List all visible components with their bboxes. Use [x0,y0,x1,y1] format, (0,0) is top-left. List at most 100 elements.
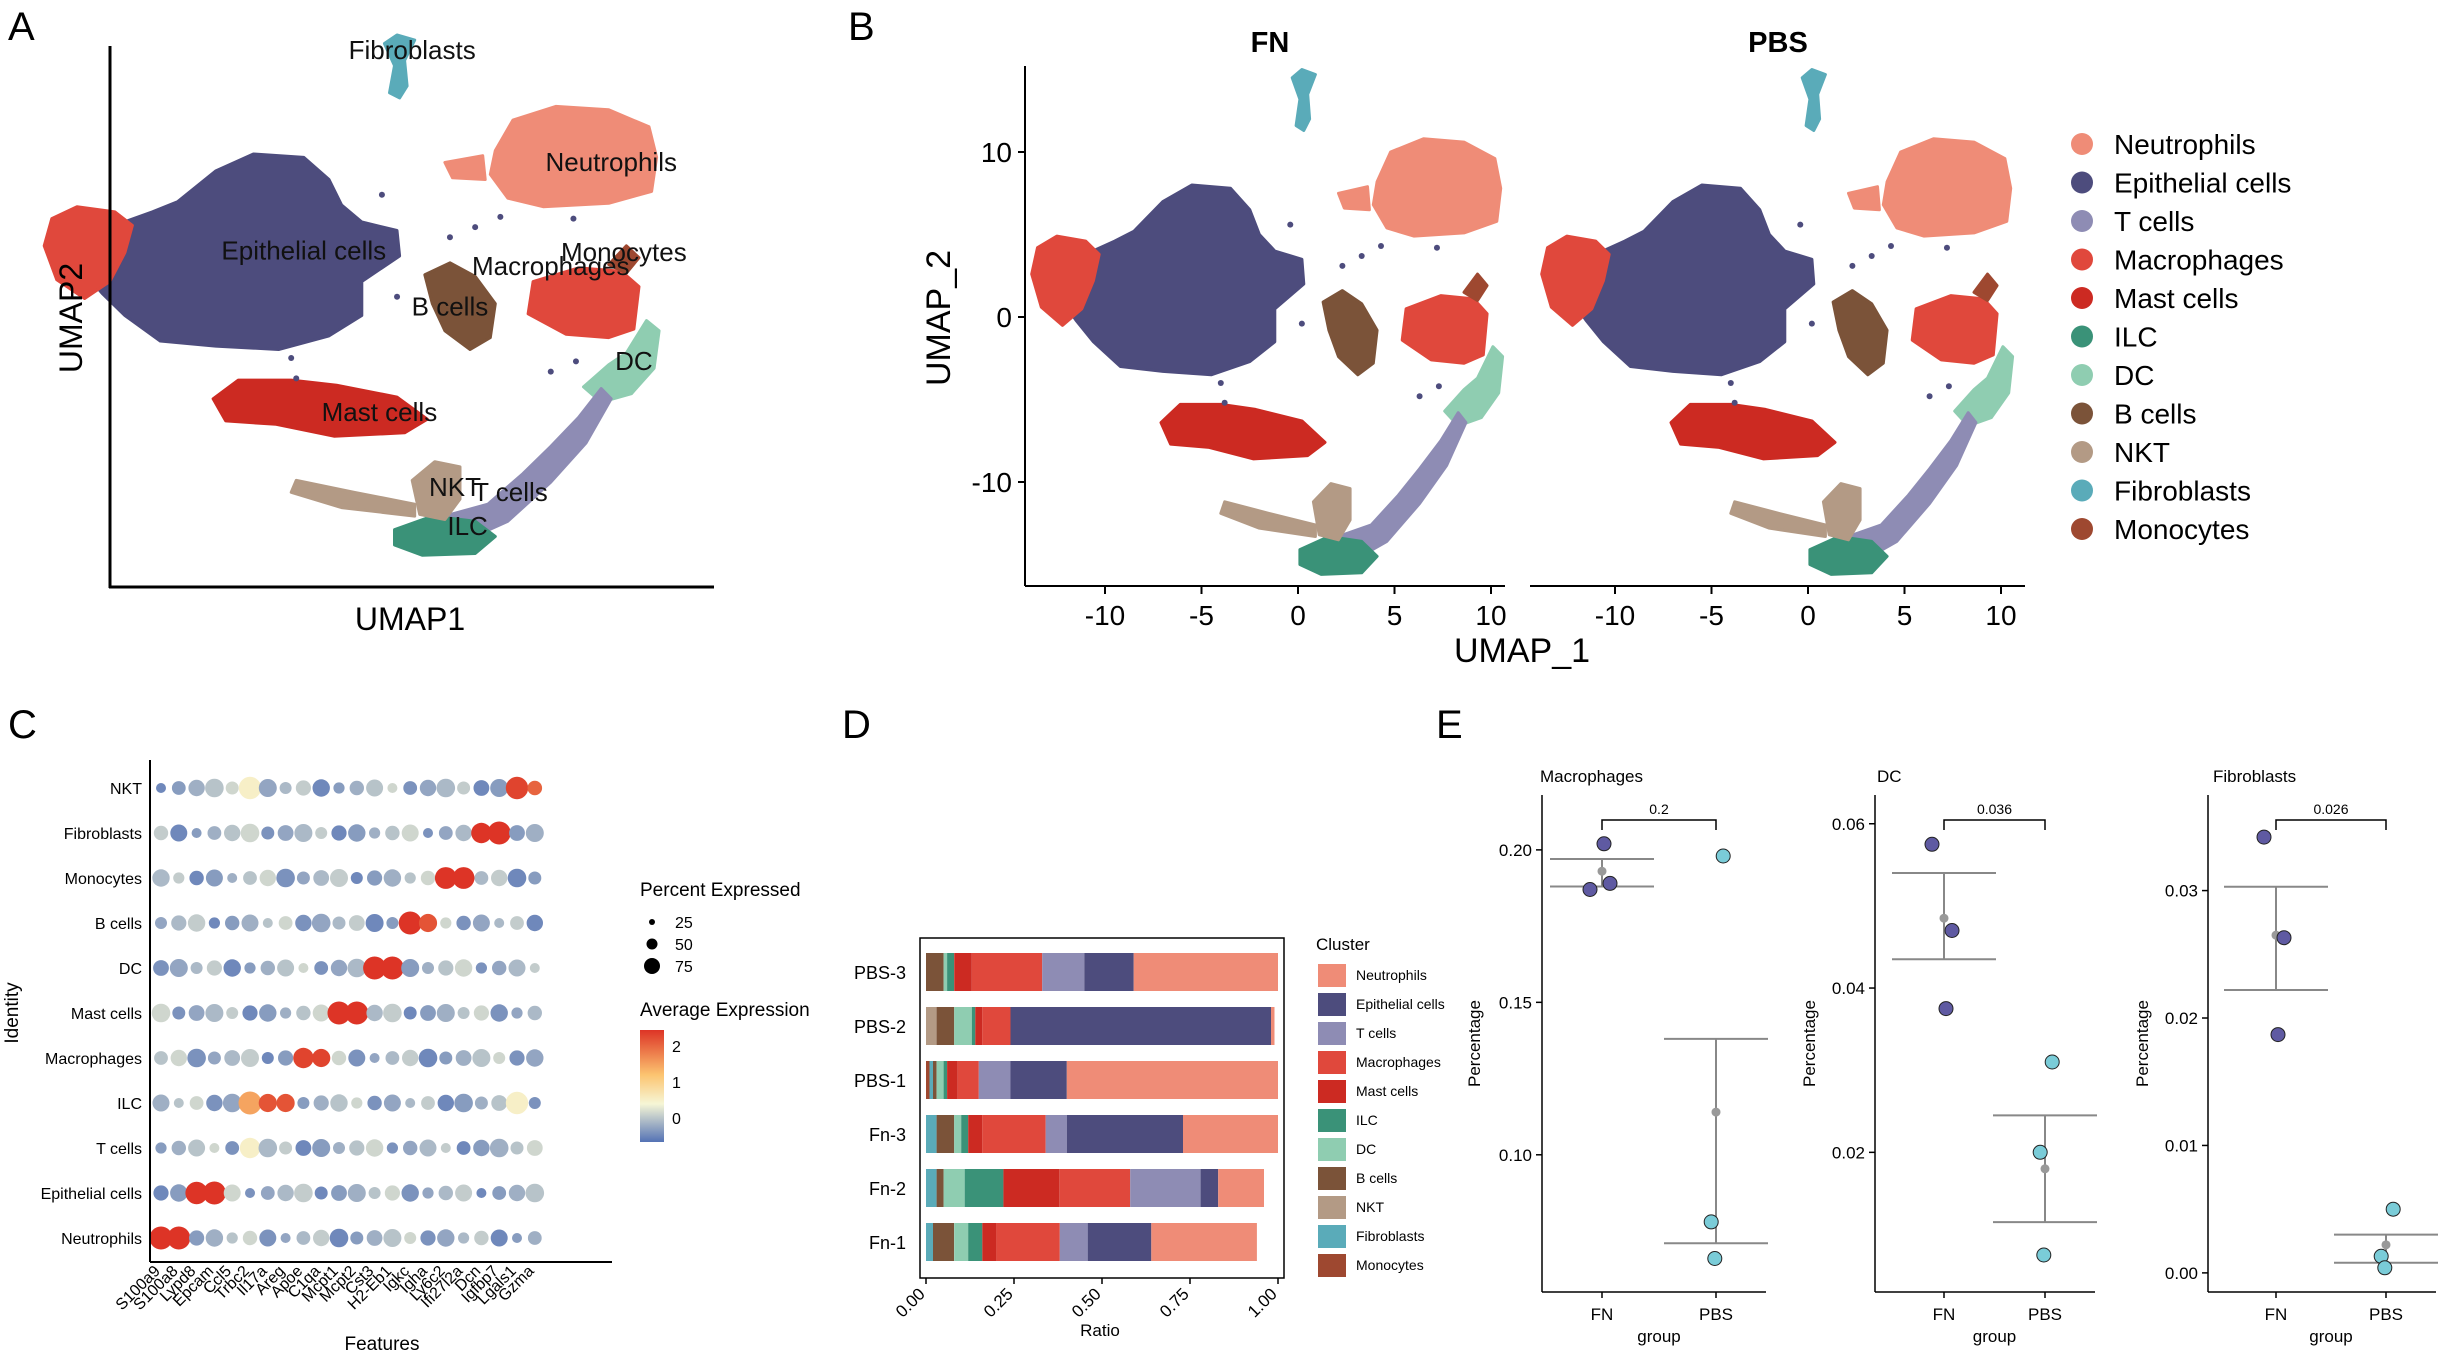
panel-d-bar-pbs-1-ilc [943,1061,948,1099]
panel-e-mean-pbs [2381,1240,2391,1250]
panel-c-dot-nkt-lypd8 [188,779,205,797]
panel-d-bar-pbs-2-b-cells [936,1007,955,1045]
panel-c-dot-monocytes-h2-eb1 [383,869,402,887]
panel-c-dot-epithelial-cells-lypd8 [185,1181,208,1205]
panel-c-dot-b-cells-gzma [526,914,543,932]
panel-c-dot-t-cells-h2-eb1 [386,1142,398,1154]
panel-c-dot-neutrophils-lgals1 [512,1233,522,1243]
panel-d: PBS-3 PBS-2 PBS-1 Fn-3 Fn-2 Fn-1 0.00 0.25 0.50 0… [854,935,1445,1340]
panel-c-dot-dc-mcpt1 [330,959,348,977]
panel-c-dot-neutrophils-ccl5 [226,1232,238,1244]
panel-b-legend-key-nkt [2071,441,2093,463]
panel-c-dot-fibroblasts-ly6c2 [438,826,453,840]
panel-c-dot-dc-areg [277,959,295,977]
panel-c-dot-dc-cst3 [363,956,387,980]
panel-c-dot-mast-cells-dcn [473,1005,489,1021]
panel-c-dot-neutrophils-epcam [205,1229,224,1247]
panel-c-dot-mast-cells-apoe [296,1005,311,1021]
panel-e-xlabel: group [1973,1327,2016,1346]
panel-c-dot-mast-cells-ly6c2 [436,1004,455,1022]
panel-c-dot-ilc-h2-eb1 [383,1094,401,1112]
panel-c-dot-macrophages-h2-eb1 [385,1051,400,1065]
panel-a-cluster-epithelial-cells-0 [83,152,402,351]
panel-b-pbs-stray-cell-8 [1926,393,1933,400]
panel-c-ylabel: Identity [2,982,23,1044]
panel-c-dot-ilc-lypd8 [189,1096,204,1110]
panel-b-pbs-stray-cell-0 [1727,380,1734,386]
panel-c-dot-fibroblasts-il17a [261,826,275,840]
panel-c-dot-fibroblasts-igkc [401,824,419,842]
panel-b-legend-label-neutrophils: Neutrophils [2114,129,2256,160]
panel-c-dot-dc-epcam [206,960,222,976]
panel-c-size-legend-dot-50 [646,938,658,950]
panel-d-legend-key-macrophages [1318,1051,1346,1074]
panel-b-pbs-cluster-nkt-10 [1821,482,1862,542]
panel-d-bar-pbs-2-neutrophils [1271,1007,1275,1045]
panel-d-category-pbs-1: PBS-1 [854,1071,906,1091]
panel-c-dot-dc-igha [422,962,434,974]
panel-c-dot-t-cells-s100a8 [171,1140,186,1156]
panel-d-bar-pbs-3-t-cells [1042,953,1085,991]
panel-a-label-ilc: ILC [447,511,487,541]
panel-a-stray-cell-8 [547,368,554,375]
panel-c-dot-ilc-igha [421,1096,435,1110]
panel-b-fn-stray-cell-6 [1287,221,1294,228]
panel-e-point-pbs-2 [1707,1251,1723,1266]
panel-c-dot-mast-cells-cst3 [366,1004,383,1022]
panel-c-dot-b-cells-s100a9 [155,917,167,929]
panel-d-legend-label-dc: DC [1356,1141,1376,1157]
panel-d-legend-key-mast-cells [1318,1080,1346,1103]
panel-c-dot-neutrophils-lypd8 [189,1230,205,1246]
panel-c-dot-monocytes-igha [420,870,436,886]
panel-c-dot-macrophages-cst3 [369,1053,380,1063]
panel-e-xtick-label-pbs: PBS [2369,1305,2403,1324]
panel-c-dot-epithelial-cells-s100a9 [153,1185,169,1201]
panel-d-legend-key-epithelial-cells [1318,993,1346,1016]
panel-c-dot-dc-ccl5 [223,959,241,977]
panel-b-legend-label-macrophages: Macrophages [2114,245,2284,276]
panel-c-color-bar [640,1030,664,1142]
panel-c-size-legend-title: Percent Expressed [640,880,801,901]
panel-c-dot-mast-cells-ifi27l2a [457,1007,470,1019]
panel-d-legend-label-neutrophils: Neutrophils [1356,967,1427,983]
panel-c-dot-t-cells-epcam [209,1143,220,1153]
panel-b-pbs-cluster-macrophages-4 [1910,294,1999,365]
panel-c-dot-ilc-c1qa [313,1095,329,1111]
panel-d-bar-pbs-3-mast-cells [954,953,972,991]
panel-c-dot-epithelial-cells-areg [277,1184,294,1202]
panel-b-pbs-cluster-neutrophils-2 [1881,137,2013,238]
panel-c-dot-macrophages-ly6c2 [439,1051,453,1065]
panel-c-dot-b-cells-il17a [262,918,273,928]
panel-c-dot-epithelial-cells-dcn [476,1188,487,1198]
panel-b-fn-stray-cell-4 [1358,252,1365,259]
panel-d-bar-pbs-3-dc [943,953,948,991]
panel-c-dot-dc-il17a [260,960,275,976]
panel-b-fn-stray-cell-7 [1433,244,1440,251]
panel-c-dot-b-cells-trbc2 [241,914,259,932]
panel-e-ylabel: Percentage [1465,1000,1484,1087]
panel-c-dot-mast-cells-lgals1 [511,1007,523,1019]
panel-c-dot-t-cells-il17a [258,1138,278,1158]
panel-d-xtick-label: 0.75 [1156,1284,1193,1321]
panel-c-dot-macrophages-ifi27l2a [455,1050,472,1066]
panel-d-xtick-label: 0.25 [980,1284,1017,1321]
panel-c-color-tick-2: 2 [672,1039,681,1056]
panel-b-legend-label-dc: DC [2114,360,2154,391]
panel-c-dot-mast-cells-s100a8 [172,1006,186,1020]
panel-c-dot-ilc-s100a9 [152,1094,170,1112]
panel-c-dot-ilc-mcpt2 [351,1097,363,1109]
panel-c-dot-ilc-s100a8 [173,1098,184,1108]
panel-c-dot-dc-ly6c2 [438,960,454,976]
panel-a-label-macrophages: Macrophages [472,251,630,281]
panel-b-pbs-stray-cell-9 [1945,383,1952,390]
panel-c-dot-neutrophils-dcn [474,1230,489,1246]
panel-c-dotplot: NKT Fibroblasts Monocytes B cells DC Mast cel… [41,760,612,1314]
panel-c-dot-t-cells-areg [279,1141,293,1155]
panel-c-dot-macrophages-dcn [472,1049,491,1067]
panel-c-dot-b-cells-igkc [398,911,422,935]
panel-c-dot-t-cells-cst3 [365,1139,384,1157]
panel-c-dot-ilc-dcn [474,1096,488,1110]
panel-b-fn-cluster-macrophages-1 [1030,234,1101,327]
panel-b-fn-xtick-label: 10 [1475,600,1506,631]
panel-d-bar-fn-1-ilc [968,1223,983,1261]
